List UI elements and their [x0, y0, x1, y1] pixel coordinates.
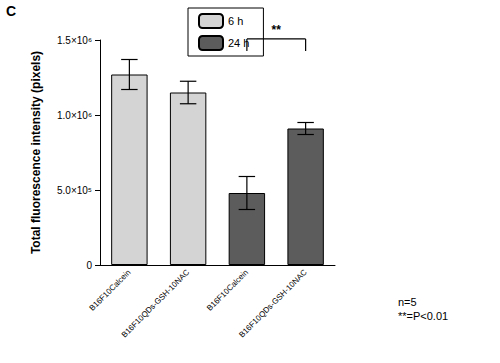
svg-text:1.0×10⁶: 1.0×10⁶ — [57, 110, 92, 121]
svg-text:**: ** — [272, 23, 282, 37]
svg-text:Total fluorescence intensity (: Total fluorescence intensity (pixels) — [29, 51, 43, 254]
svg-text:6 h: 6 h — [228, 15, 243, 27]
svg-text:B16F10QDs-GSH-10NAC: B16F10QDs-GSH-10NAC — [120, 268, 192, 340]
svg-text:0: 0 — [86, 260, 92, 271]
svg-text:5.0×10⁵: 5.0×10⁵ — [57, 185, 92, 196]
svg-text:B16F10QDs-GSH-10NAC: B16F10QDs-GSH-10NAC — [237, 268, 309, 340]
svg-text:24 h: 24 h — [228, 37, 249, 49]
svg-text:C: C — [6, 3, 16, 19]
svg-text:1.5×10⁶: 1.5×10⁶ — [57, 35, 92, 46]
svg-text:**=P<0.01: **=P<0.01 — [398, 310, 448, 322]
svg-text:B16F10Calcein: B16F10Calcein — [88, 268, 133, 313]
svg-text:n=5: n=5 — [398, 296, 417, 308]
svg-text:B16F10Calcein: B16F10Calcein — [205, 268, 250, 313]
